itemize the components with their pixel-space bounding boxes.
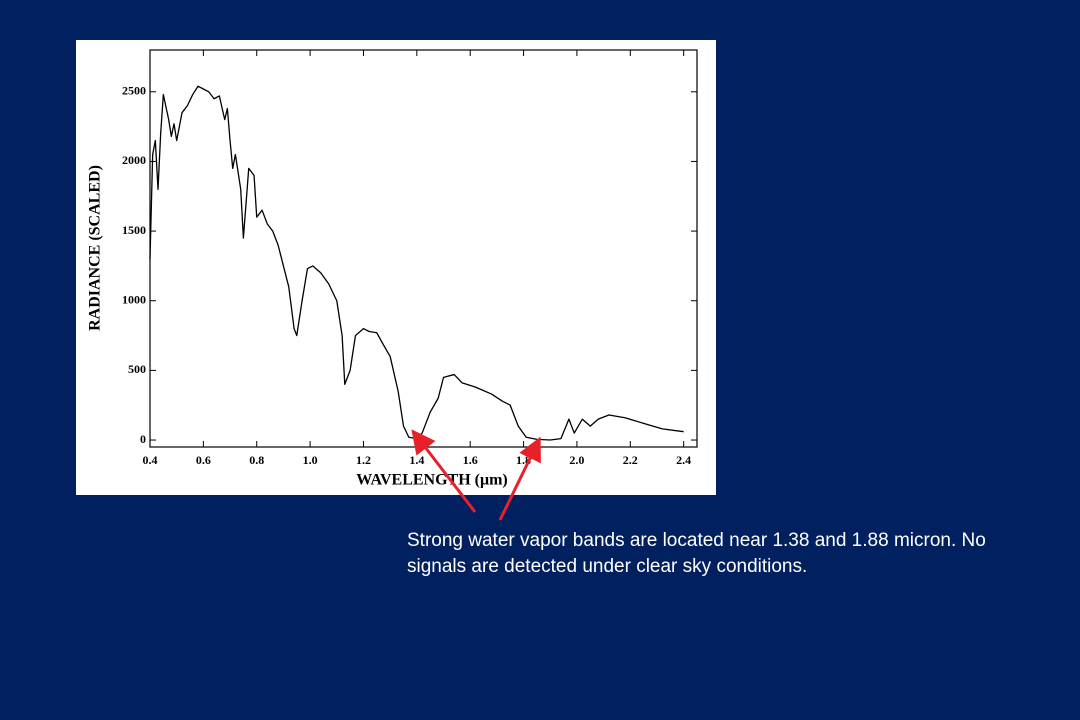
x-tick-label: 1.0 (303, 453, 318, 467)
y-tick-label: 2500 (122, 84, 146, 98)
x-tick-label: 0.6 (196, 453, 211, 467)
x-tick-label: 1.2 (356, 453, 371, 467)
y-tick-label: 1000 (122, 292, 146, 306)
x-tick-label: 2.4 (676, 453, 691, 467)
x-tick-label: 0.8 (249, 453, 264, 467)
chart-background (76, 40, 716, 495)
y-tick-label: 2000 (122, 153, 146, 167)
y-tick-label: 0 (140, 432, 146, 446)
x-tick-label: 1.4 (409, 453, 424, 467)
x-tick-label: 2.0 (569, 453, 584, 467)
x-tick-label: 1.6 (463, 453, 478, 467)
arrow (411, 429, 477, 513)
spectrum-line (149, 85, 684, 441)
y-tick-label: 500 (128, 362, 146, 376)
x-tick-label: 0.4 (143, 453, 158, 467)
arrows (411, 429, 541, 521)
arrow (498, 436, 541, 521)
y-axis-label: RADIANCE (SCALED) (87, 165, 104, 331)
x-tick-label: 2.2 (623, 453, 638, 467)
y-tick-label: 1500 (122, 223, 146, 237)
x-axis-label: WAVELENGTH (μm) (356, 472, 507, 489)
annotation: Strong water vapor bands are located nea… (407, 530, 986, 578)
